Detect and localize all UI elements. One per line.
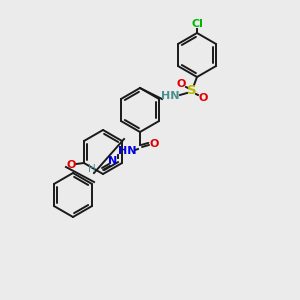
Text: HN: HN — [161, 91, 179, 101]
Text: O: O — [198, 93, 208, 103]
Text: HN: HN — [118, 146, 136, 156]
Text: O: O — [176, 79, 186, 89]
Text: H: H — [88, 164, 96, 174]
Text: O: O — [149, 139, 159, 149]
Text: O: O — [66, 160, 76, 170]
Text: S: S — [187, 85, 197, 98]
Text: Cl: Cl — [191, 19, 203, 29]
Text: N: N — [108, 156, 118, 166]
